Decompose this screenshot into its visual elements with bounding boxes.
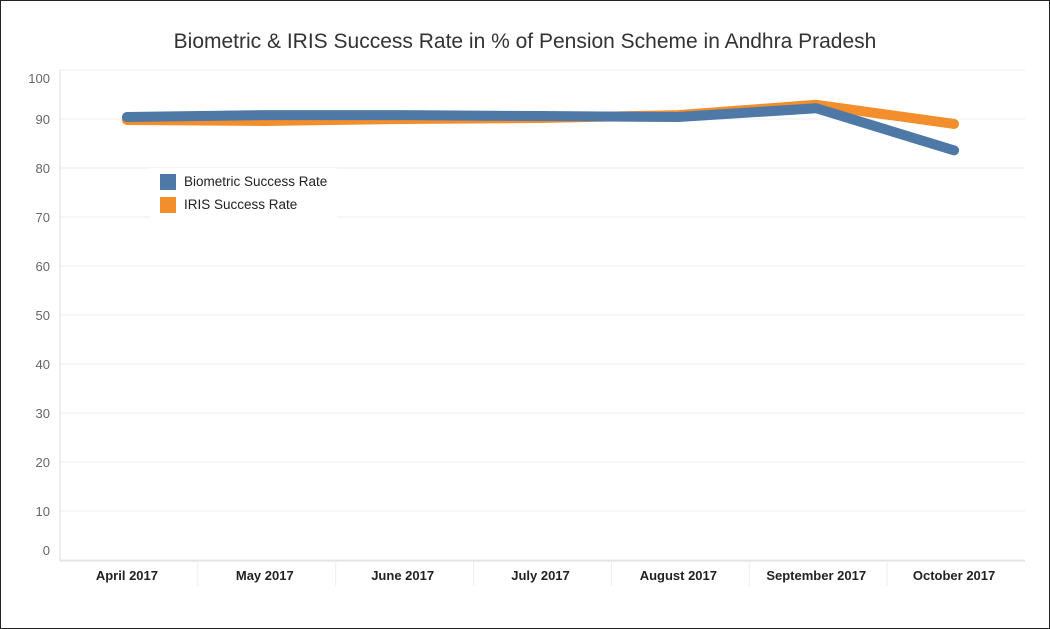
y-tick-label: 60 <box>36 259 50 274</box>
y-tick-label: 80 <box>36 161 50 176</box>
y-tick-label: 70 <box>36 210 50 225</box>
y-tick-label: 100 <box>28 71 50 86</box>
legend-swatch-biometric <box>160 173 176 190</box>
legend-label-biometric: Biometric Success Rate <box>184 174 328 189</box>
y-tick-label: 20 <box>36 455 50 470</box>
legend: Biometric Success Rate IRIS Success Rate <box>150 168 338 220</box>
x-tick-label: August 2017 <box>640 568 717 583</box>
legend-item-iris: IRIS Success Rate <box>160 193 327 216</box>
x-tick-label: June 2017 <box>371 568 434 583</box>
legend-label-iris: IRIS Success Rate <box>184 197 298 212</box>
y-tick-label: 50 <box>36 308 50 323</box>
y-tick-label: 90 <box>36 112 50 127</box>
legend-item-biometric: Biometric Success Rate <box>160 170 327 193</box>
x-tick-label: October 2017 <box>913 568 995 583</box>
legend-swatch-iris <box>160 196 176 213</box>
x-tick-label: May 2017 <box>236 568 294 583</box>
y-tick-label: 30 <box>36 406 50 421</box>
y-tick-label: 40 <box>36 357 50 372</box>
x-tick-label: April 2017 <box>96 568 158 583</box>
series-line-biometric <box>121 103 960 156</box>
x-tick-label: July 2017 <box>511 568 570 583</box>
y-tick-label: 10 <box>36 504 50 519</box>
y-tick-label: 0 <box>43 543 50 558</box>
x-tick-label: September 2017 <box>766 568 866 583</box>
chart-title: Biometric & IRIS Success Rate in % of Pe… <box>173 30 877 53</box>
